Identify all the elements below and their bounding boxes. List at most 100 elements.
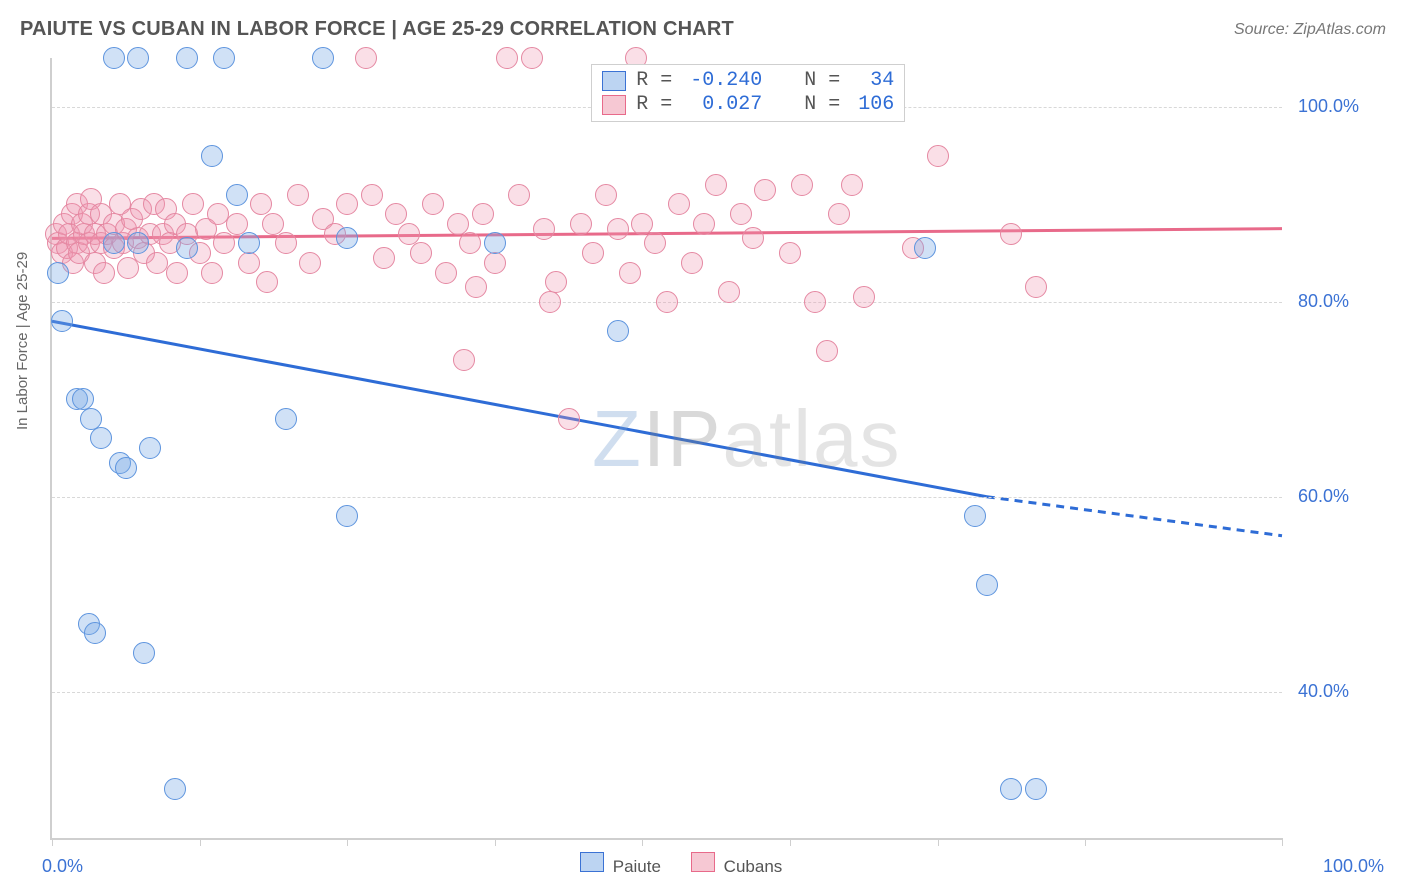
scatter-point xyxy=(58,223,80,245)
scatter-point xyxy=(816,340,838,362)
scatter-point xyxy=(385,203,407,225)
scatter-point xyxy=(109,193,131,215)
scatter-point xyxy=(103,213,125,235)
scatter-point xyxy=(90,232,112,254)
scatter-point xyxy=(398,223,420,245)
scatter-point xyxy=(828,203,850,225)
scatter-point xyxy=(195,218,217,240)
x-axis-min-label: 0.0% xyxy=(42,856,83,877)
paiute-swatch-icon xyxy=(580,852,604,872)
scatter-point xyxy=(484,232,506,254)
scatter-point xyxy=(78,613,100,635)
scatter-point xyxy=(130,198,152,220)
scatter-point xyxy=(410,242,432,264)
y-tick-label: 100.0% xyxy=(1298,96,1359,117)
scatter-point xyxy=(112,232,134,254)
x-tick xyxy=(790,838,791,846)
scatter-point xyxy=(533,218,555,240)
scatter-point xyxy=(93,262,115,284)
scatter-point xyxy=(155,198,177,220)
legend-swatch-icon xyxy=(602,71,626,91)
chart-plot-area: ZIPatlas xyxy=(50,58,1282,840)
legend-label: Paiute xyxy=(613,857,661,876)
scatter-point xyxy=(459,232,481,254)
x-tick xyxy=(1085,838,1086,846)
scatter-point xyxy=(754,179,776,201)
scatter-point xyxy=(484,252,506,274)
scatter-point xyxy=(213,47,235,69)
scatter-point xyxy=(68,242,90,264)
scatter-point xyxy=(521,47,543,69)
scatter-point xyxy=(681,252,703,274)
scatter-point xyxy=(1025,276,1047,298)
scatter-point xyxy=(166,262,188,284)
scatter-point xyxy=(435,262,457,284)
scatter-point xyxy=(595,184,617,206)
scatter-point xyxy=(61,203,83,225)
x-tick xyxy=(495,838,496,846)
scatter-point xyxy=(133,642,155,664)
scatter-point xyxy=(1000,223,1022,245)
scatter-point xyxy=(72,388,94,410)
scatter-point xyxy=(213,232,235,254)
scatter-point xyxy=(115,457,137,479)
scatter-point xyxy=(45,223,67,245)
scatter-point xyxy=(226,213,248,235)
scatter-point xyxy=(262,213,284,235)
scatter-point xyxy=(127,232,149,254)
scatter-point xyxy=(558,408,580,430)
scatter-point xyxy=(582,242,604,264)
legend-item-paiute: Paiute xyxy=(580,852,661,877)
scatter-point xyxy=(80,408,102,430)
scatter-point xyxy=(742,227,764,249)
x-tick xyxy=(200,838,201,846)
scatter-point xyxy=(66,232,88,254)
scatter-point xyxy=(139,223,161,245)
scatter-point xyxy=(78,203,100,225)
scatter-point xyxy=(730,203,752,225)
y-tick-label: 40.0% xyxy=(1298,681,1349,702)
scatter-point xyxy=(508,184,530,206)
watermark: ZIPatlas xyxy=(592,393,901,485)
x-tick xyxy=(938,838,939,846)
scatter-point xyxy=(164,778,186,800)
scatter-point xyxy=(607,320,629,342)
legend-row: R = -0.240 N = 34 xyxy=(602,69,894,93)
scatter-point xyxy=(80,188,102,210)
scatter-point xyxy=(361,184,383,206)
scatter-point xyxy=(146,252,168,274)
scatter-point xyxy=(51,242,73,264)
scatter-point xyxy=(250,193,272,215)
scatter-point xyxy=(644,232,666,254)
scatter-point xyxy=(121,208,143,230)
chart-title: PAIUTE VS CUBAN IN LABOR FORCE | AGE 25-… xyxy=(20,18,734,41)
scatter-point xyxy=(324,223,346,245)
scatter-point xyxy=(103,47,125,69)
scatter-point xyxy=(299,252,321,274)
scatter-point xyxy=(336,227,358,249)
scatter-point xyxy=(238,232,260,254)
scatter-point xyxy=(182,193,204,215)
scatter-point xyxy=(422,193,444,215)
scatter-point xyxy=(545,271,567,293)
scatter-point xyxy=(84,223,106,245)
x-tick xyxy=(1282,838,1283,846)
scatter-point xyxy=(127,47,149,69)
scatter-point xyxy=(51,310,73,332)
scatter-point xyxy=(1000,778,1022,800)
scatter-point xyxy=(66,193,88,215)
scatter-point xyxy=(133,242,155,264)
scatter-point xyxy=(201,145,223,167)
scatter-point xyxy=(964,505,986,527)
scatter-point xyxy=(312,47,334,69)
scatter-point xyxy=(619,262,641,284)
scatter-point xyxy=(902,237,924,259)
scatter-point xyxy=(841,174,863,196)
scatter-point xyxy=(312,208,334,230)
scatter-point xyxy=(84,252,106,274)
scatter-point xyxy=(256,271,278,293)
scatter-point xyxy=(189,242,211,264)
legend-item-cubans: Cubans xyxy=(691,852,782,877)
scatter-point xyxy=(73,223,95,245)
scatter-point xyxy=(791,174,813,196)
